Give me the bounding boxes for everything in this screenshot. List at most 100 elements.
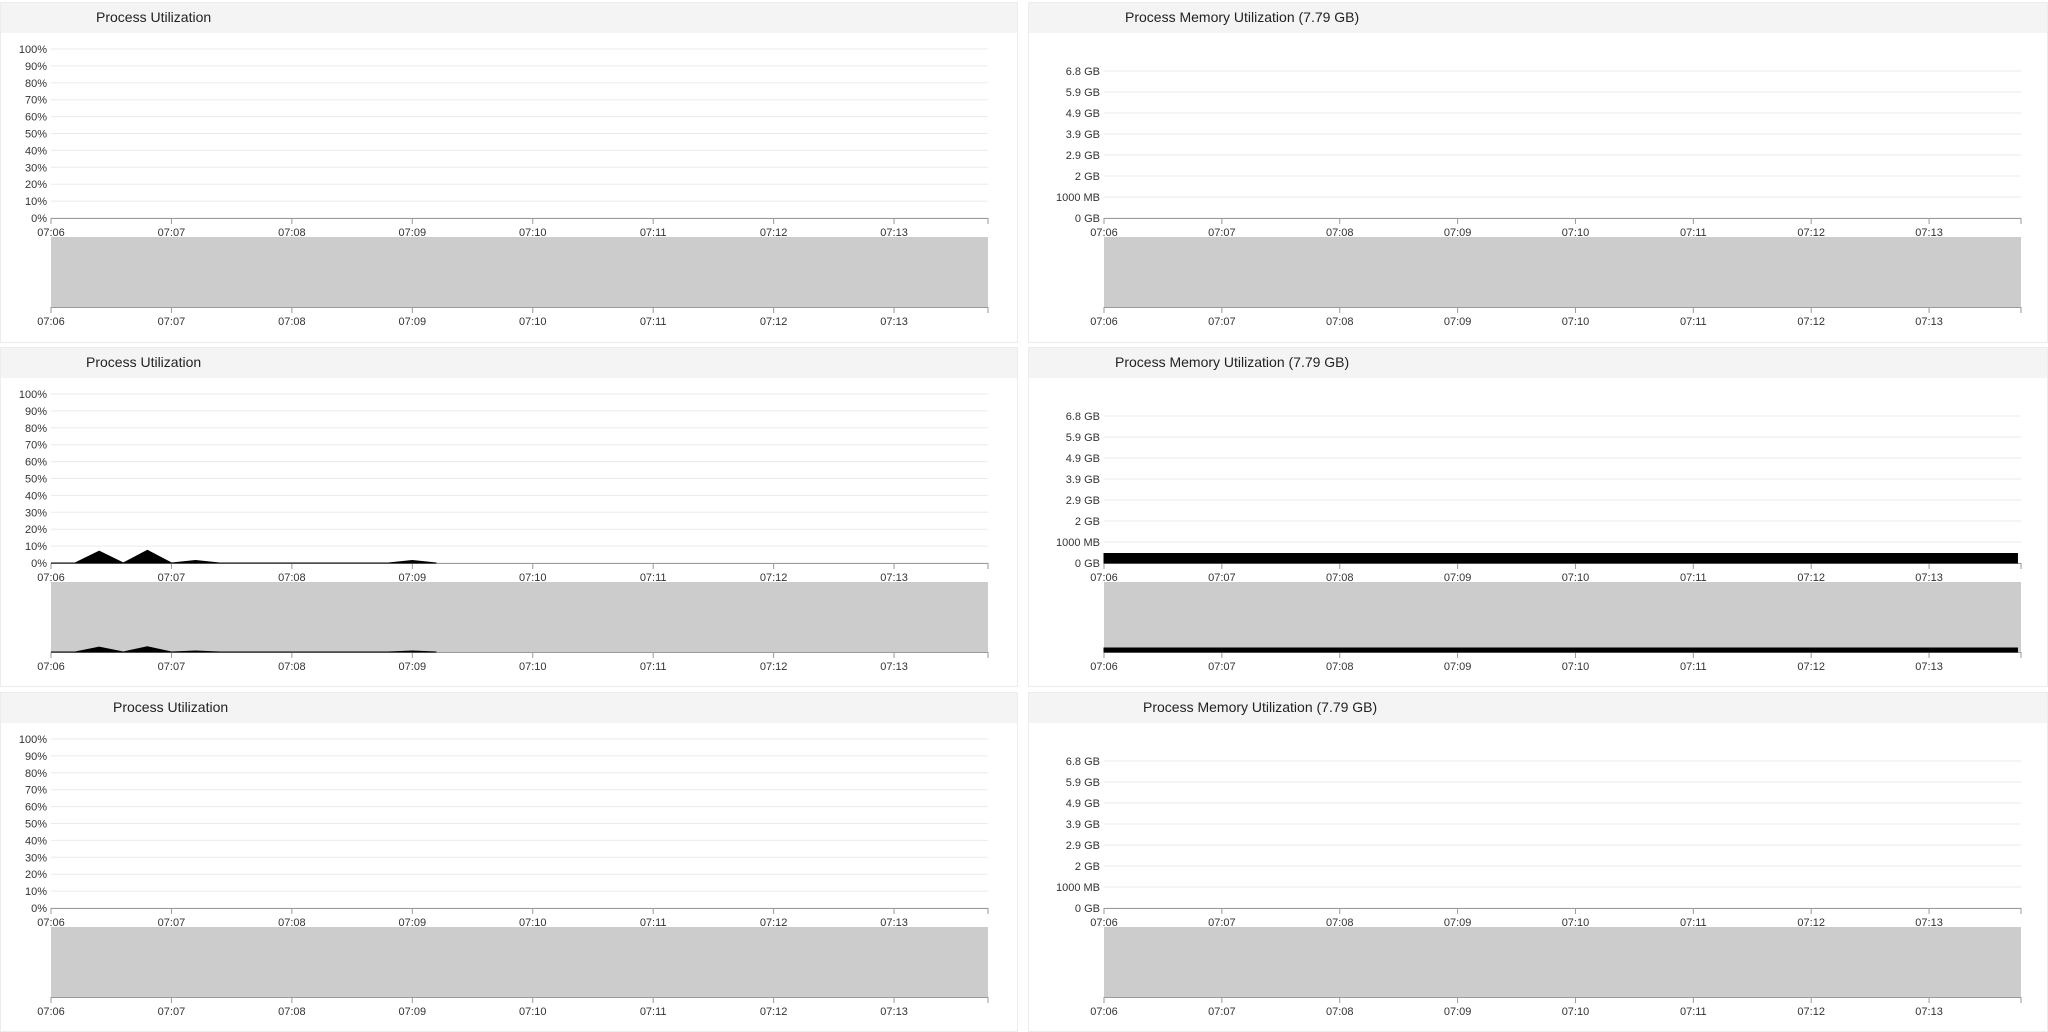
navigator-x-tick-label: 07:07 bbox=[158, 316, 186, 328]
x-tick-label: 07:13 bbox=[880, 227, 908, 239]
x-tick-label: 07:10 bbox=[519, 227, 547, 239]
y-tick-label: 10% bbox=[25, 196, 47, 208]
navigator-x-tick-label: 07:09 bbox=[399, 316, 427, 328]
navigator-x-tick-label: 07:10 bbox=[519, 316, 547, 328]
y-tick-label: 90% bbox=[25, 406, 47, 418]
x-tick-label: 07:06 bbox=[37, 917, 65, 929]
navigator-area bbox=[1104, 582, 2021, 652]
navigator-x-tick-label: 07:13 bbox=[880, 1006, 908, 1018]
x-tick-label: 07:12 bbox=[760, 917, 788, 929]
panel-title: Process Utilization bbox=[113, 699, 229, 715]
navigator-x-tick-label: 07:12 bbox=[1797, 316, 1825, 328]
y-tick-label: 100% bbox=[19, 389, 47, 401]
navigator-x-tick-label: 07:08 bbox=[1326, 661, 1354, 673]
x-tick-label: 07:06 bbox=[37, 227, 65, 239]
y-tick-label: 4.9 GB bbox=[1066, 798, 1100, 810]
x-tick-label: 07:13 bbox=[880, 917, 908, 929]
y-tick-label: 20% bbox=[25, 179, 47, 191]
navigator-x-tick-label: 07:08 bbox=[278, 661, 306, 673]
y-tick-label: 3.9 GB bbox=[1066, 474, 1100, 486]
y-tick-label: 6.8 GB bbox=[1066, 66, 1100, 78]
y-tick-label: 1000 MB bbox=[1056, 537, 1100, 549]
x-tick-label: 07:06 bbox=[37, 572, 65, 584]
y-tick-label: 90% bbox=[25, 61, 47, 73]
navigator-x-tick-label: 07:07 bbox=[1208, 661, 1236, 673]
panel-title: Process Utilization bbox=[96, 9, 212, 25]
x-tick-label: 07:08 bbox=[278, 572, 306, 584]
x-tick-label: 07:07 bbox=[158, 572, 186, 584]
x-tick-label: 07:06 bbox=[1090, 917, 1118, 929]
navigator-x-tick-label: 07:11 bbox=[1680, 661, 1707, 673]
navigator-x-tick-label: 07:10 bbox=[1562, 661, 1590, 673]
panel-header: Process Memory Utilization (7.79 GB) bbox=[1029, 348, 2047, 378]
navigator-x-tick-label: 07:11 bbox=[1680, 316, 1707, 328]
panel-header: Process Utilization bbox=[1, 3, 1017, 33]
y-tick-label: 2.9 GB bbox=[1066, 150, 1100, 162]
x-tick-label: 07:10 bbox=[1562, 227, 1590, 239]
panel-header: Process Utilization bbox=[1, 348, 1017, 378]
y-tick-label: 2.9 GB bbox=[1066, 840, 1100, 852]
panel-header: Process Memory Utilization (7.79 GB) bbox=[1029, 3, 2047, 33]
x-tick-label: 07:09 bbox=[1444, 572, 1472, 584]
navigator-x-tick-label: 07:13 bbox=[1915, 661, 1943, 673]
x-tick-label: 07:08 bbox=[278, 917, 306, 929]
navigator-x-tick-label: 07:08 bbox=[1326, 316, 1354, 328]
x-tick-label: 07:11 bbox=[1680, 917, 1707, 929]
y-tick-label: 50% bbox=[25, 474, 47, 486]
navigator-x-tick-label: 07:12 bbox=[760, 316, 788, 328]
navigator-area bbox=[1104, 237, 2021, 307]
navigator-area bbox=[51, 927, 988, 997]
navigator-x-tick-label: 07:09 bbox=[1444, 316, 1472, 328]
y-tick-label: 0 GB bbox=[1075, 903, 1100, 915]
y-tick-label: 30% bbox=[25, 852, 47, 864]
navigator-x-tick-label: 07:12 bbox=[760, 661, 788, 673]
chart-svg: 0% 10% 20% 30% 40% 50% 60% 70% 80% 90% 100% 07:06 07… bbox=[19, 734, 989, 1018]
x-tick-label: 07:12 bbox=[1797, 227, 1825, 239]
x-tick-label: 07:08 bbox=[1326, 227, 1354, 239]
x-tick-label: 07:07 bbox=[158, 227, 186, 239]
panel-title: Process Memory Utilization (7.79 GB) bbox=[1125, 9, 1360, 25]
chart-svg: 0% 10% 20% 30% 40% 50% 60% 70% 80% 90% 100% 07:06 07… bbox=[19, 44, 989, 328]
y-tick-label: 6.8 GB bbox=[1066, 756, 1100, 768]
navigator-x-tick-label: 07:09 bbox=[399, 1006, 427, 1018]
y-tick-label: 80% bbox=[25, 423, 47, 435]
chart-svg: 0 GB 1000 MB 2 GB 2.9 GB 3.9 GB 4.9 GB 5.9 GB 6… bbox=[1056, 66, 2022, 328]
x-tick-label: 07:10 bbox=[1562, 917, 1590, 929]
x-tick-label: 07:07 bbox=[158, 917, 186, 929]
navigator-area bbox=[51, 582, 988, 652]
x-tick-label: 07:11 bbox=[1680, 227, 1707, 239]
y-tick-label: 2 GB bbox=[1075, 861, 1100, 873]
navigator-x-tick-label: 07:07 bbox=[1208, 1006, 1236, 1018]
memory-panel-1: Process Memory Utilization (7.79 GB) 0 G… bbox=[1028, 2, 2048, 343]
y-tick-label: 40% bbox=[25, 490, 47, 502]
x-tick-label: 07:10 bbox=[519, 917, 547, 929]
y-tick-label: 80% bbox=[25, 768, 47, 780]
navigator-x-tick-label: 07:10 bbox=[519, 661, 547, 673]
navigator-x-tick-label: 07:06 bbox=[1090, 1006, 1118, 1018]
navigator-x-tick-label: 07:08 bbox=[278, 1006, 306, 1018]
panel-title: Process Memory Utilization (7.79 GB) bbox=[1143, 699, 1378, 715]
x-tick-label: 07:09 bbox=[1444, 227, 1472, 239]
navigator-x-tick-label: 07:11 bbox=[640, 661, 667, 673]
navigator-series-area bbox=[51, 646, 437, 653]
x-tick-label: 07:10 bbox=[519, 572, 547, 584]
y-tick-label: 90% bbox=[25, 751, 47, 763]
y-tick-label: 3.9 GB bbox=[1066, 819, 1100, 831]
navigator-x-tick-label: 07:13 bbox=[1915, 1006, 1943, 1018]
x-tick-label: 07:12 bbox=[760, 572, 788, 584]
series-area bbox=[51, 549, 437, 564]
navigator-x-tick-label: 07:09 bbox=[1444, 1006, 1472, 1018]
x-tick-label: 07:08 bbox=[278, 227, 306, 239]
navigator-x-tick-label: 07:07 bbox=[1208, 316, 1236, 328]
y-tick-label: 5.9 GB bbox=[1066, 432, 1100, 444]
y-tick-label: 40% bbox=[25, 835, 47, 847]
y-tick-label: 60% bbox=[25, 457, 47, 469]
y-tick-label: 4.9 GB bbox=[1066, 453, 1100, 465]
chart-svg: 0 GB 1000 MB 2 GB 2.9 GB 3.9 GB 4.9 GB 5.9 GB 6… bbox=[1056, 756, 2022, 1018]
chart-svg: 0 GB 1000 MB 2 GB 2.9 GB 3.9 GB 4.9 GB 5.9 GB 6… bbox=[1056, 411, 2022, 673]
navigator-x-tick-label: 07:10 bbox=[519, 1006, 547, 1018]
y-tick-label: 50% bbox=[25, 819, 47, 831]
x-tick-label: 07:07 bbox=[1208, 917, 1236, 929]
y-tick-label: 60% bbox=[25, 112, 47, 124]
navigator-area bbox=[1104, 927, 2021, 997]
